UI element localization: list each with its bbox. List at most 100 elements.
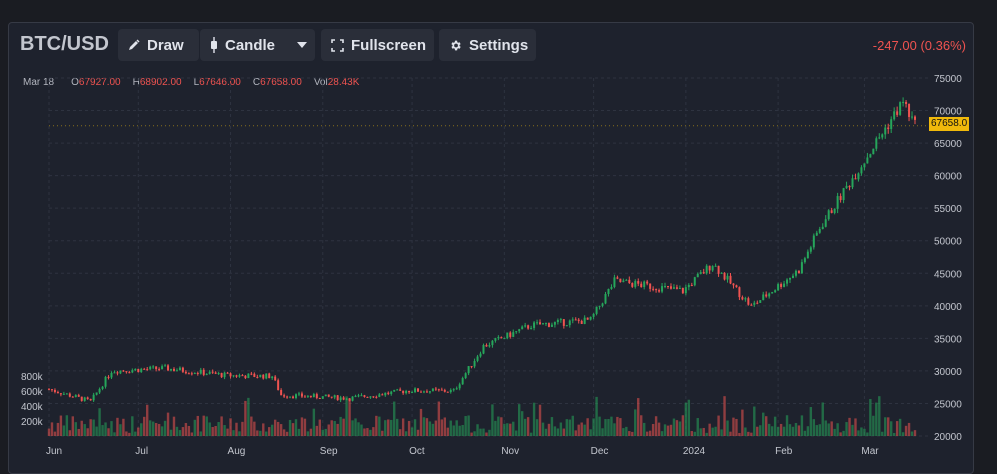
volume-bar: [717, 415, 720, 436]
volume-bar: [101, 425, 104, 436]
volume-bar: [687, 399, 691, 436]
volume-bar: [151, 421, 155, 436]
volume-bar: [485, 432, 488, 436]
y-tick-label: 25000: [934, 399, 962, 410]
candle-body: [440, 389, 443, 391]
candle-body: [422, 391, 425, 393]
volume-bar: [77, 428, 80, 436]
candle-body: [533, 322, 536, 328]
volume-bar: [398, 429, 402, 436]
candle-body: [241, 375, 244, 377]
candle-body: [65, 393, 68, 395]
candle-body: [470, 366, 473, 368]
volume-tick-label: 400k: [21, 402, 44, 413]
volume-bar: [705, 432, 708, 436]
candle-body: [890, 119, 893, 130]
candle-body: [860, 167, 863, 174]
candle-body: [803, 258, 806, 263]
volume-bar: [601, 428, 604, 436]
volume-bar: [747, 431, 750, 436]
fullscreen-button[interactable]: Fullscreen: [321, 29, 434, 61]
volume-bar: [708, 423, 711, 436]
candle-body: [568, 320, 571, 326]
candle-body: [330, 396, 333, 398]
candle-body: [113, 372, 116, 374]
volume-bar: [506, 423, 509, 436]
candle-body: [318, 398, 321, 400]
candle-body: [553, 322, 556, 325]
candle-body: [89, 398, 92, 401]
volume-bar: [836, 423, 839, 436]
candle-body: [717, 265, 720, 274]
candle-body: [134, 368, 137, 371]
volume-bar: [62, 425, 66, 436]
legend-high-value: 68902.00: [139, 77, 182, 88]
volume-bar: [345, 396, 348, 436]
volume-bar: [773, 416, 777, 436]
candle-body: [571, 319, 574, 321]
candle-body: [306, 395, 309, 397]
volume-bar: [351, 420, 354, 436]
volume-bar: [107, 428, 110, 436]
candle-body: [428, 391, 431, 393]
candle-body: [229, 373, 232, 377]
candle-body: [833, 208, 836, 213]
candle-body: [887, 127, 890, 130]
volume-bar: [589, 429, 592, 436]
volume-bar: [184, 423, 188, 436]
candle-body: [809, 247, 812, 252]
x-tick-label: Jun: [46, 446, 62, 457]
candle-body: [274, 376, 277, 381]
candle-body: [836, 196, 839, 209]
volume-bar: [146, 404, 149, 436]
settings-label: Settings: [469, 36, 529, 54]
candle-body: [661, 286, 664, 292]
candle-body: [547, 323, 550, 327]
candle-body: [393, 389, 396, 392]
candle-body: [360, 395, 363, 397]
draw-button[interactable]: Draw: [118, 29, 199, 61]
caret-down-icon: [297, 42, 308, 48]
volume-bar: [800, 415, 804, 436]
candle-body: [425, 391, 428, 393]
volume-bar: [137, 427, 140, 436]
volume-bar: [824, 420, 827, 436]
legend-date: Mar 18: [23, 77, 55, 88]
volume-bar: [538, 404, 542, 436]
candle-body: [559, 319, 562, 321]
volume-bar: [247, 397, 250, 436]
candle-body: [375, 396, 378, 398]
candle-body: [223, 372, 226, 378]
candle-body: [158, 369, 161, 371]
candle-body: [250, 373, 253, 375]
legend-low-label: L: [193, 77, 200, 88]
candle-body: [789, 278, 792, 280]
candlestick-chart[interactable]: 75000 70000 65000 60000 55000 50000 45000 40000…: [9, 23, 973, 466]
volume-bar: [791, 426, 795, 436]
x-tick-label: Mar: [861, 446, 879, 457]
candle-body: [449, 389, 452, 393]
chart-type-dropdown[interactable]: Candle: [200, 29, 315, 61]
volume-bar: [178, 430, 182, 436]
volume-bar: [776, 427, 780, 436]
volume-bar: [607, 419, 610, 436]
volume-bar: [732, 417, 735, 436]
volume-bar: [884, 417, 887, 436]
settings-button[interactable]: Settings: [439, 29, 536, 61]
candle-body: [155, 366, 158, 370]
candle-body: [854, 178, 857, 180]
candle-body: [59, 393, 62, 395]
candle-body: [50, 389, 53, 391]
candle-body: [827, 210, 830, 220]
volume-bar: [544, 428, 548, 436]
candle-body: [491, 340, 494, 346]
volume-bar: [59, 415, 63, 436]
candle-body: [821, 226, 824, 230]
candle-body: [747, 298, 750, 305]
candle-body: [297, 393, 300, 395]
candle-body: [863, 163, 866, 168]
candle-body: [199, 369, 202, 374]
candle-body: [631, 283, 634, 287]
volume-bar: [104, 422, 107, 436]
candle-body: [592, 313, 595, 317]
